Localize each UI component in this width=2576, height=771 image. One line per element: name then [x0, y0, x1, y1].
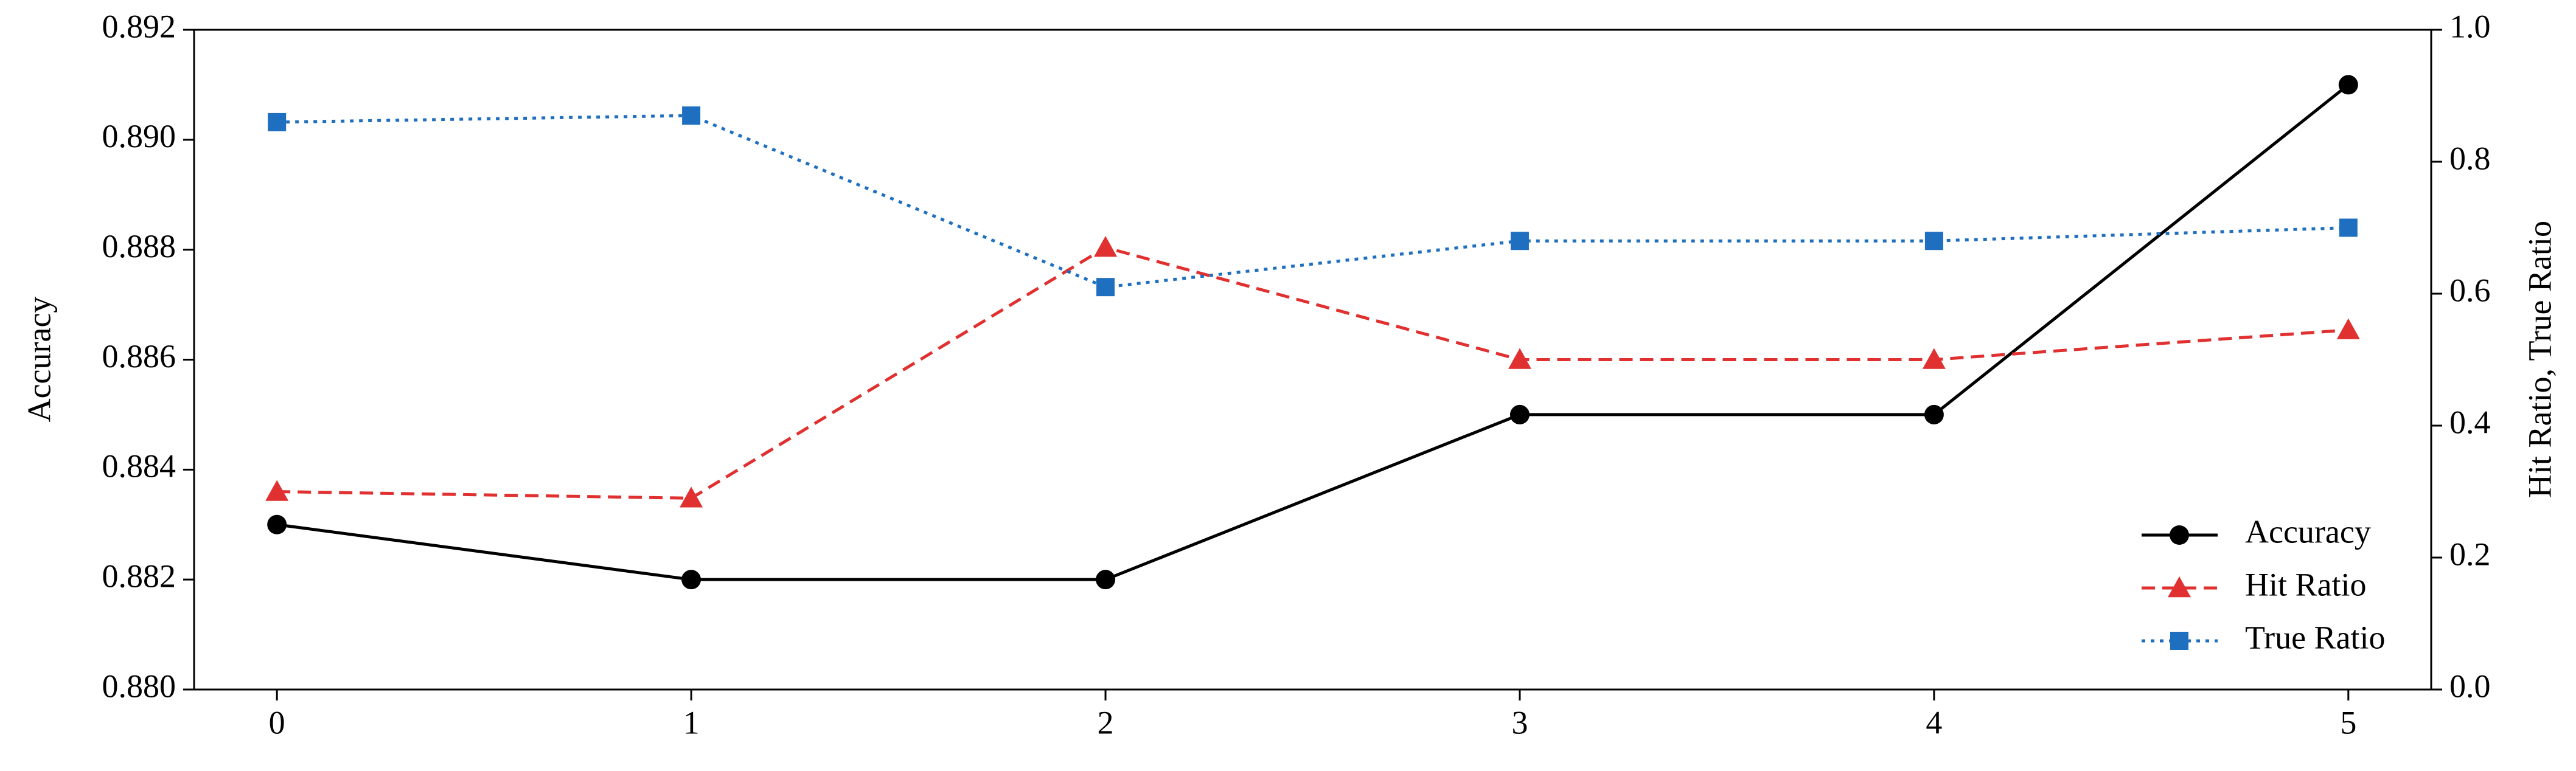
x-tick-label: 0: [269, 704, 285, 741]
series-line: [277, 246, 2348, 500]
y-tick-label: 0.886: [102, 338, 176, 375]
series-marker: [1510, 232, 1529, 251]
legend-marker: [2170, 525, 2189, 545]
series-marker: [1096, 570, 1116, 590]
series-marker: [1508, 348, 1531, 369]
series-marker: [1924, 232, 1943, 251]
y-tick-label: 0.892: [102, 8, 176, 44]
y-axis-label: Accuracy: [21, 297, 57, 423]
x-tick-label: 2: [1098, 704, 1114, 741]
y2-axis-label: Hit Ratio, True Ratio: [2521, 221, 2558, 498]
series-line: [276, 83, 2350, 581]
series-marker: [1922, 348, 1946, 369]
series-marker: [2339, 218, 2358, 237]
series-marker: [681, 570, 701, 590]
series-marker: [680, 486, 703, 508]
series-marker: [268, 112, 287, 131]
legend-marker: [2170, 632, 2188, 650]
series-line: [277, 114, 2348, 289]
series-marker: [682, 106, 701, 125]
series-marker: [265, 480, 289, 501]
y2-tick-label: 0.4: [2449, 404, 2491, 440]
series-marker: [267, 514, 287, 534]
series-marker: [1094, 236, 1118, 257]
y-tick-label: 0.888: [102, 228, 176, 264]
y2-tick-label: 1.0: [2449, 8, 2491, 44]
series-marker: [2338, 75, 2358, 95]
y2-tick-label: 0.0: [2449, 668, 2491, 704]
y-tick-label: 0.882: [102, 558, 176, 595]
y-tick-label: 0.884: [102, 448, 176, 485]
legend-label: Hit Ratio: [2245, 566, 2367, 603]
legend-label: True Ratio: [2245, 619, 2386, 655]
x-tick-label: 5: [2340, 704, 2356, 741]
y2-tick-label: 0.6: [2449, 272, 2491, 308]
legend-marker: [2168, 576, 2191, 598]
x-tick-label: 4: [1926, 704, 1942, 741]
series-marker: [1924, 404, 1944, 424]
y2-tick-label: 0.8: [2449, 140, 2491, 176]
y2-tick-label: 0.2: [2449, 536, 2491, 572]
y-tick-label: 0.880: [102, 668, 176, 704]
series-marker: [1096, 278, 1115, 297]
x-tick-label: 3: [1511, 704, 1528, 741]
plot-frame: [193, 29, 2432, 691]
legend-label: Accuracy: [2245, 513, 2371, 550]
series-marker: [1509, 404, 1530, 424]
x-tick-label: 1: [683, 704, 700, 741]
y-tick-label: 0.890: [102, 118, 176, 154]
series-marker: [2336, 318, 2360, 339]
